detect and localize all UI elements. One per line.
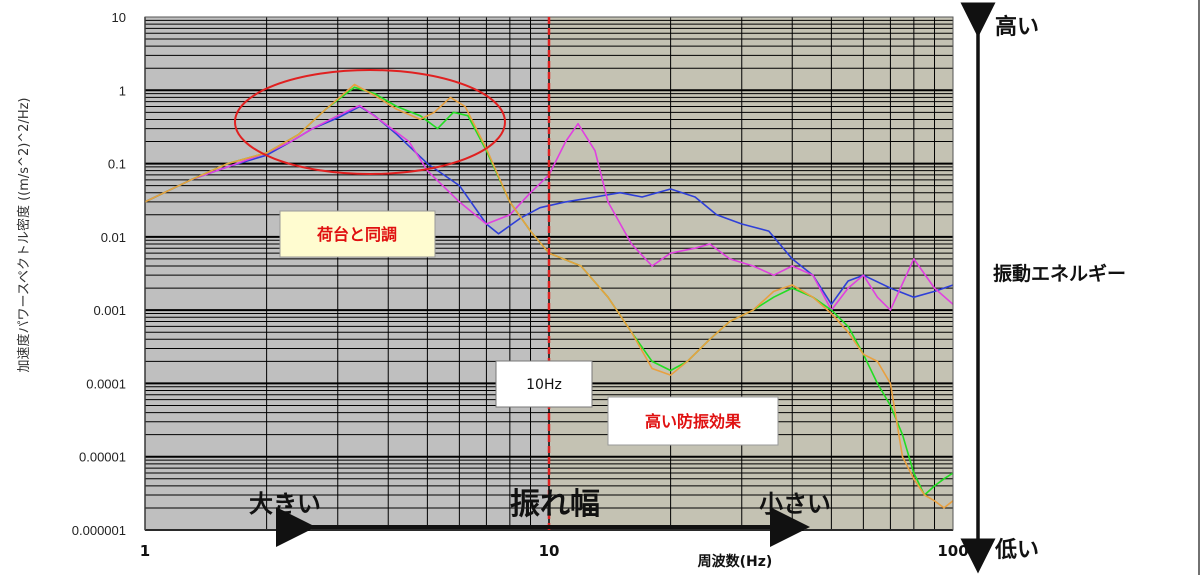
high-effect-box [607, 396, 779, 446]
y-tick-label: 0.001 [93, 303, 126, 318]
amplitude-title: 振れ幅 [510, 487, 600, 522]
y-tick-label: 0.0001 [86, 376, 126, 391]
divider-label: 10Hz [526, 377, 562, 393]
series-line-2 [145, 104, 953, 311]
series-line-1 [145, 105, 953, 306]
amplitude-small-label: 小さい [759, 490, 831, 518]
y-tick-label: 0.000001 [72, 523, 126, 538]
amplitude-large-label: 大きい [249, 490, 321, 518]
y-tick-label: 0.01 [101, 230, 126, 245]
x-tick-label: 10 [539, 542, 560, 560]
x-tick-label: 1 [140, 542, 150, 560]
resonance-ellipse [234, 69, 506, 175]
y-tick-label: 10 [112, 10, 126, 25]
y-axis-ticks: 10 1 0.1 0.01 0.001 0.0001 0.00001 0.000001 [72, 10, 126, 538]
x-axis-label: 周波数(Hz) [698, 553, 773, 570]
energy-title: 振動エネルギー [993, 262, 1126, 285]
divider-label-box [495, 360, 593, 408]
x-tick-label: 100 [937, 542, 968, 560]
high-effect-label: 高い防振効果 [645, 412, 741, 431]
resonance-label: 荷台と同調 [317, 225, 397, 244]
y-tick-label: 1 [119, 83, 126, 98]
x-axis-ticks: 1 10 100 [140, 542, 969, 560]
y-tick-label: 0.00001 [79, 450, 126, 465]
energy-low-label: 低い [994, 538, 1039, 563]
energy-high-label: 高い [995, 14, 1039, 40]
series-line-4 [145, 83, 953, 509]
data-series [145, 83, 953, 509]
low-frequency-band [145, 17, 549, 530]
resonance-box [279, 210, 436, 258]
y-tick-label: 0.1 [108, 157, 126, 172]
y-axis-label: 加速度パワースペクトル密度 ((m/s^2)^2/Hz) [16, 98, 32, 373]
